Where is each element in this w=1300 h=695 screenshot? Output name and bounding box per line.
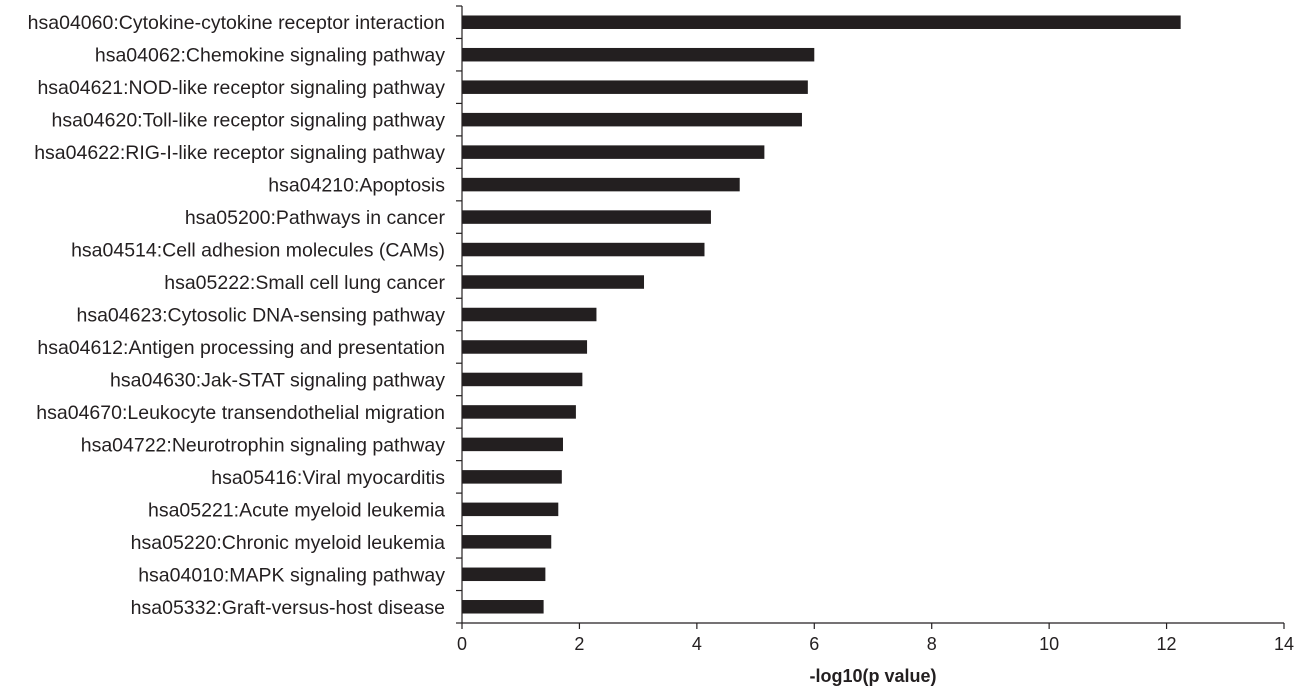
x-tick-label: 12 [1157,634,1177,654]
bar [462,470,562,484]
category-label: hsa05221:Acute myeloid leukemia [148,499,445,521]
category-label: hsa05222:Small cell lung cancer [164,272,445,294]
bar [462,80,808,94]
category-label: hsa04622:RIG-I-like receptor signaling p… [34,142,445,164]
bar [462,600,544,614]
category-label: hsa04621:NOD-like receptor signaling pat… [37,77,445,99]
bar [462,502,559,517]
category-label: hsa05416:Viral myocarditis [211,467,445,489]
bar [462,15,1181,29]
bar [462,437,563,452]
bar [462,340,588,354]
x-axis-title: -log10(p value) [809,666,936,686]
x-tick-label: 10 [1039,634,1059,654]
category-label: hsa04514:Cell adhesion molecules (CAMs) [71,240,445,262]
x-tick-label: 8 [927,634,937,654]
category-labels: hsa04060:Cytokine-cytokine receptor inte… [28,12,446,619]
category-label: hsa05220:Chronic myeloid leukemia [131,532,445,554]
category-label: hsa04062:Chemokine signaling pathway [95,45,445,67]
category-label: hsa04623:Cytosolic DNA-sensing pathway [76,305,445,327]
x-tick-label: 0 [457,634,467,654]
bar [462,47,815,62]
category-label: hsa05200:Pathways in cancer [185,207,446,229]
x-tick-label: 6 [809,634,819,654]
bar [462,275,645,289]
category-label: hsa04210:Apoptosis [268,175,445,197]
bar [462,210,711,224]
category-label: hsa04670:Leukocyte transendothelial migr… [36,402,445,424]
bar [462,177,740,192]
bar [462,535,552,549]
bar [462,112,802,127]
bar [462,567,546,582]
x-tick-label: 2 [574,634,584,654]
bars-layer [462,15,1181,614]
axes-layer [461,6,1284,624]
category-label: hsa04612:Antigen processing and presenta… [37,337,445,359]
ticks-layer: 0 2 4 6 8 10 12 14 [456,5,1294,654]
category-label: hsa05332:Graft-versus-host disease [131,597,445,619]
bar [462,372,583,387]
x-tick-label: 14 [1274,634,1294,654]
x-tick-label: 4 [692,634,702,654]
bar [462,307,597,322]
bar [462,145,765,159]
category-label: hsa04630:Jak-STAT signaling pathway [110,369,445,391]
category-label: hsa04722:Neurotrophin signaling pathway [81,434,446,456]
bar [462,242,705,257]
category-label: hsa04620:Toll-like receptor signaling pa… [52,110,446,132]
bar [462,405,576,419]
category-label: hsa04060:Cytokine-cytokine receptor inte… [28,12,445,34]
category-label: hsa04010:MAPK signaling pathway [138,564,445,586]
